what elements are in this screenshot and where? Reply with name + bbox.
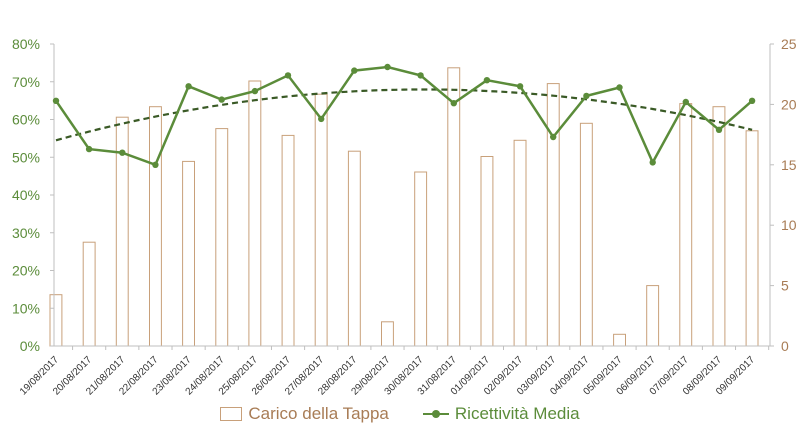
right-tick-label: 20 [781,96,797,112]
line-series-path [54,65,753,167]
left-tick-label: 70% [12,74,40,90]
line-point [450,100,457,107]
bar [248,80,262,347]
bar [546,83,560,347]
line-point [550,133,557,141]
legend-line-label: Ricettività Media [454,404,580,423]
bar [679,103,693,347]
bar-series [49,67,759,347]
right-axis-ticks: 0 5 10 15 20 25 [781,36,797,354]
bar [182,160,196,347]
bar [579,122,593,347]
axes [50,43,774,350]
line-point [284,72,292,79]
left-tick-label: 40% [12,187,40,203]
line-point [616,84,623,91]
bar [646,285,660,347]
bar [82,241,96,347]
bar [712,106,726,347]
right-tick-label: 15 [781,157,797,173]
line-point [417,72,424,79]
bar [215,128,229,347]
legend-item-bar[interactable]: Carico della Tappa [220,404,389,424]
left-tick-label: 30% [12,225,40,241]
bar [347,150,361,347]
line-point [583,92,590,100]
line-point [52,97,60,105]
trendline-path [55,88,753,142]
line-point [483,77,491,84]
bar [513,139,527,347]
line-point [185,83,192,90]
bar [480,156,494,347]
line-point [682,98,689,106]
bar [613,333,626,347]
x-axis-ticks: 19/08/201720/08/201721/08/201722/08/2017… [18,354,758,397]
bar [414,171,428,347]
bar [447,67,461,347]
bar [381,321,394,347]
line-point [85,145,93,153]
right-tick-label: 10 [781,217,797,233]
line-point [649,159,656,166]
line-point [748,97,756,105]
line-point [251,87,259,95]
right-tick-label: 0 [781,338,789,354]
line-point [351,67,358,74]
right-tick-label: 5 [781,278,789,294]
trendline [55,88,753,142]
bar [281,134,295,347]
left-tick-label: 20% [12,263,40,279]
bar [149,106,162,347]
line-point [152,161,159,168]
line-point [218,96,225,103]
left-tick-label: 50% [12,149,40,165]
left-tick-label: 80% [12,36,40,52]
bar [314,93,328,347]
line-point [715,126,723,133]
legend-item-line[interactable]: Ricettività Media [422,404,580,424]
left-axis-ticks: 0% 10% 20% 30% 40% 50% 60% 70% 80% [12,36,40,354]
legend-bar-label: Carico della Tappa [248,404,389,423]
legend-bar-swatch [220,407,243,421]
left-tick-label: 60% [12,112,40,128]
bar [745,130,759,347]
line-point [516,83,524,90]
line-point [384,63,391,71]
right-tick-label: 25 [781,36,797,52]
line-point [119,149,126,156]
bar [49,294,63,347]
legend-line-swatch [422,408,449,420]
left-tick-label: 10% [12,300,40,316]
left-tick-label: 0% [20,338,40,354]
legend: Carico della Tappa Ricettività Media [0,400,800,428]
line-point [318,115,325,123]
line-series [52,63,756,168]
